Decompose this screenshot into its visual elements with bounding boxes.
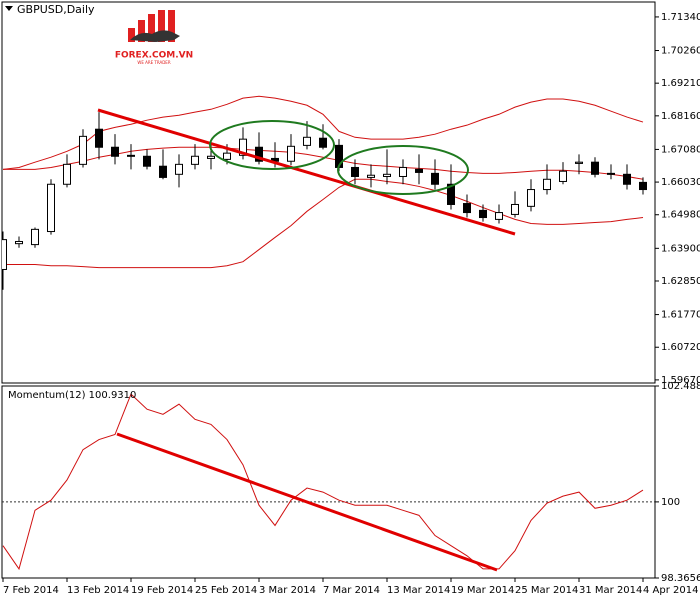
x-tick-label: 25 Mar 2014: [515, 585, 578, 596]
band-line: [3, 146, 644, 180]
candle-body: [447, 183, 455, 205]
candle-body: [111, 146, 119, 157]
x-tick-label: 31 Mar 2014: [579, 585, 642, 596]
menu-arrow: [5, 6, 13, 11]
candle-body: [79, 135, 87, 165]
x-tick-label: 7 Feb 2014: [3, 585, 59, 596]
trend-line: [116, 432, 498, 572]
x-tick-label: 7 Mar 2014: [323, 585, 380, 596]
y-tick-label: 98.3656: [661, 573, 700, 584]
y-tick-label: 1.61770: [661, 310, 700, 321]
candle-body: [399, 166, 407, 177]
logo-tagline: WE ARE TRADER: [137, 60, 170, 65]
logo: FOREX.COM.VN WE ARE TRADER: [115, 10, 193, 65]
candle-body: [479, 209, 487, 219]
y-tick-label: 1.67080: [661, 144, 700, 155]
x-tick-label: 3 Mar 2014: [259, 585, 316, 596]
y-tick-label: 1.63900: [661, 243, 700, 254]
logo-text: FOREX.COM.VN: [115, 51, 193, 61]
candle-body: [559, 170, 567, 182]
candle-body: [191, 155, 199, 165]
y-tick-label: 1.60720: [661, 342, 700, 353]
candle-body: [159, 165, 167, 178]
candle-body: [431, 172, 439, 185]
candle-body: [367, 174, 375, 178]
chart-title: GBPUSD,Daily: [17, 3, 95, 16]
candle-body: [143, 155, 151, 167]
y-tick-label: 1.62850: [661, 276, 700, 287]
y-tick-label: 100: [661, 497, 680, 508]
candle-body: [351, 166, 359, 177]
candle-body: [223, 152, 231, 160]
candle-body: [639, 181, 647, 191]
candle-body: [495, 212, 503, 220]
candle-body: [319, 137, 327, 148]
candle-body: [527, 189, 535, 207]
band-line: [2, 95, 644, 170]
x-tick-label: 25 Feb 2014: [195, 585, 257, 596]
price-panel: [1, 1, 656, 384]
candle-body: [511, 203, 519, 215]
indicator-line: [2, 393, 644, 571]
candle-body: [463, 203, 471, 214]
y-tick-label: 1.66030: [661, 177, 700, 188]
x-tick-label: 13 Mar 2014: [387, 585, 450, 596]
candle-body: [15, 240, 23, 245]
candle-body: [207, 155, 215, 159]
candle-body: [63, 163, 71, 185]
x-tick-label: 19 Feb 2014: [131, 585, 193, 596]
candle-body: [623, 173, 631, 185]
candle-body: [415, 168, 423, 173]
candle-body: [543, 178, 551, 191]
momentum-panel: [1, 385, 656, 579]
y-tick-label: 102.4888: [661, 381, 700, 392]
y-tick-label: 1.71340: [661, 12, 700, 23]
band-line: [3, 178, 644, 269]
x-tick-label: 13 Feb 2014: [67, 585, 129, 596]
candle-body: [175, 163, 183, 175]
y-tick-label: 1.59670: [661, 375, 700, 386]
candle-body: [303, 136, 311, 146]
indicator-title: Momentum(12) 100.9310: [8, 390, 136, 401]
trend-line: [97, 108, 516, 236]
price-plot: [2, 95, 647, 290]
candle-body: [383, 173, 391, 177]
candle-body: [255, 146, 263, 162]
candle-body: [47, 183, 55, 233]
x-tick-label: 19 Mar 2014: [451, 585, 514, 596]
y-tick-label: 1.70260: [661, 46, 700, 57]
candle-body: [239, 138, 247, 156]
highlight-ellipse: [337, 145, 469, 195]
x-tick-label: 4 Apr 2014: [643, 585, 698, 596]
momentum-plot: [2, 393, 655, 571]
candle-body: [287, 145, 295, 162]
y-tick-label: 1.69210: [661, 78, 700, 89]
candle-body: [591, 161, 599, 175]
candle-body: [2, 239, 7, 270]
y-tick-label: 1.68160: [661, 111, 700, 122]
candle-body: [607, 172, 615, 175]
y-tick-label: 1.64980: [661, 210, 700, 221]
highlight-ellipse: [209, 120, 335, 170]
candle-body: [575, 161, 583, 164]
candle-body: [95, 128, 103, 148]
candle-body: [127, 154, 135, 157]
candle-body: [31, 228, 39, 246]
